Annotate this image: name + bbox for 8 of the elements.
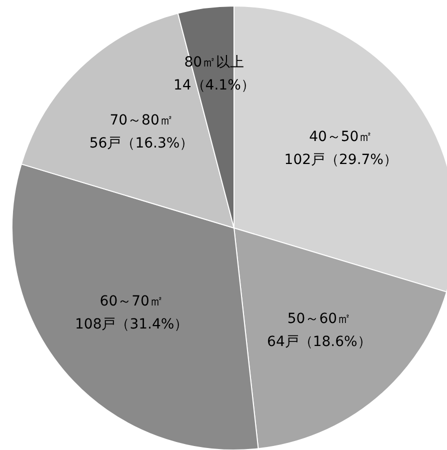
slice-label: 60～70㎡ — [100, 294, 164, 310]
slice-label: 70～80㎡ — [110, 112, 174, 128]
data-label: 64戸（18.6%） — [267, 334, 372, 350]
slice-label: 50～60㎡ — [287, 310, 352, 327]
data-label: 102戸（29.7%） — [284, 152, 398, 168]
data-label: 56戸（16.3%） — [89, 135, 194, 152]
data-label: 108戸（31.4%） — [75, 316, 188, 333]
slice-label: 40～50㎡ — [309, 128, 373, 145]
